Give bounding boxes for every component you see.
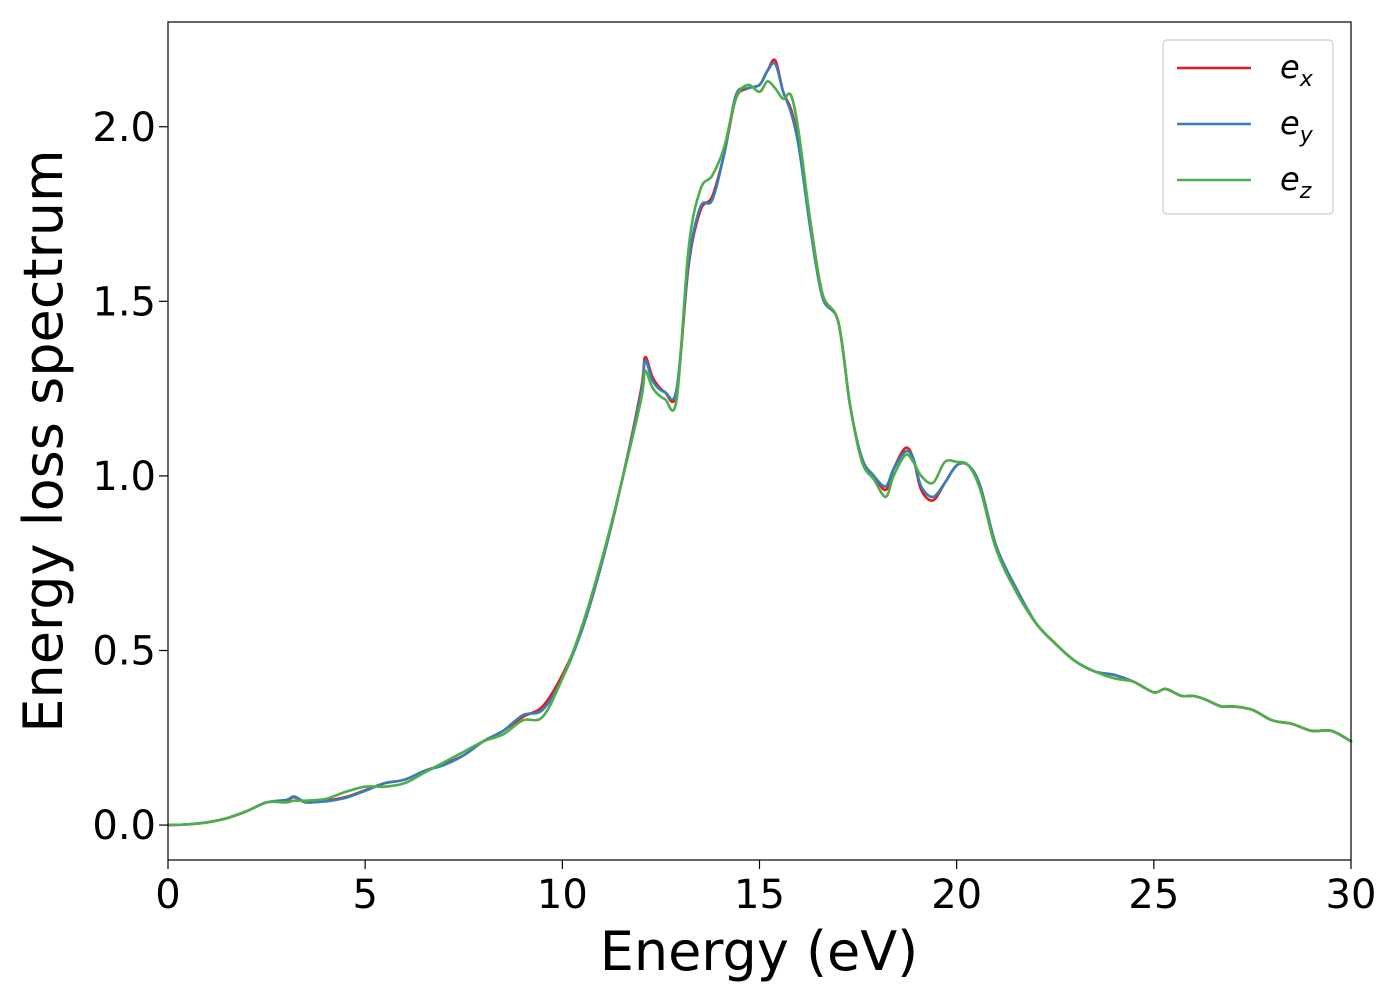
- x-tick-label: 0: [155, 872, 180, 918]
- legend-item-y: ey: [1177, 104, 1314, 148]
- series-lines: [166, 58, 1353, 827]
- legend-label: ex: [1280, 48, 1314, 92]
- legend-label: ey: [1280, 104, 1314, 148]
- legend: ex ey ez: [1162, 39, 1334, 215]
- y-tick-label: 1.0: [92, 454, 156, 500]
- x-tick-label: 10: [537, 872, 588, 918]
- series-line-z: [166, 80, 1353, 827]
- legend-box: [1162, 39, 1334, 215]
- y-tick-label: 1.5: [92, 279, 156, 325]
- legend-items: ex ey ez: [1177, 48, 1314, 204]
- x-tick-label: 30: [1326, 872, 1377, 918]
- x-tick-label: 5: [352, 872, 377, 918]
- y-tick-label: 2.0: [92, 105, 156, 151]
- x-tick-label: 20: [931, 872, 982, 918]
- y-tick-label: 0.5: [92, 629, 156, 675]
- legend-item-z: ez: [1177, 160, 1312, 204]
- y-tick-label: 0.0: [92, 803, 156, 849]
- y-axis-title: Energy loss spectrum: [12, 149, 75, 732]
- legend-item-x: ex: [1177, 48, 1314, 92]
- x-tick-label: 25: [1128, 872, 1179, 918]
- legend-label: ez: [1280, 160, 1312, 204]
- x-axis-title: Energy (eV): [600, 920, 919, 983]
- axis-ticks: 0 5 10 15 20 25 30 0.0 0.5 1.0 1.5 2.0: [92, 105, 1376, 918]
- x-tick-label: 15: [734, 872, 785, 918]
